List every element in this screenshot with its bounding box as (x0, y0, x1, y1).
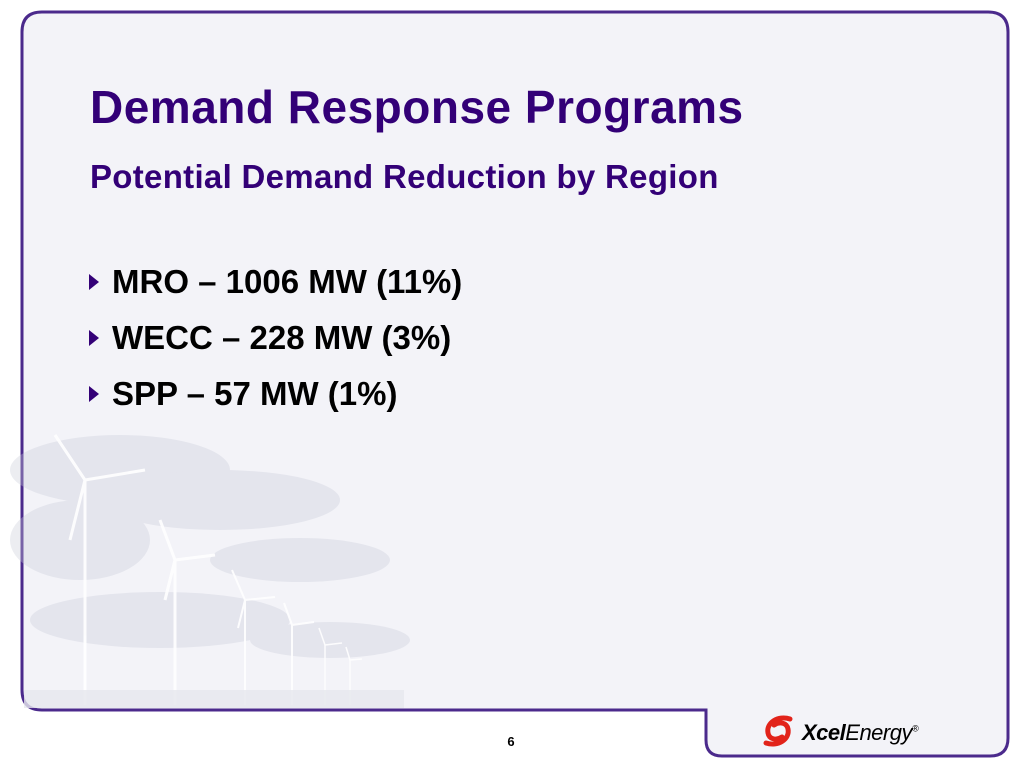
background-wind-turbines (53, 434, 363, 705)
logo-registered: ® (911, 723, 919, 734)
bullet-text: SPP – 57 MW (1%) (112, 375, 398, 412)
slide-title: Demand Response Programs (90, 81, 744, 133)
bullet-text: MRO – 1006 MW (11%) (112, 263, 463, 300)
frame-border (20, 10, 1010, 758)
xcel-energy-logo: XcelEnergy® (760, 713, 950, 753)
logo-text-regular: Energy (845, 720, 912, 745)
bullet-list: MRO – 1006 MW (11%) WECC – 228 MW (3%) S… (88, 254, 462, 422)
page-number: 6 (507, 734, 515, 749)
triangle-bullet-icon (88, 272, 112, 292)
bullet-item: SPP – 57 MW (1%) (88, 366, 462, 422)
triangle-bullet-icon (88, 384, 112, 404)
xcel-swirl-icon (760, 713, 796, 754)
logo-text: XcelEnergy® (802, 720, 919, 746)
background-ground (24, 690, 404, 708)
bullet-item: WECC – 228 MW (3%) (88, 310, 462, 366)
logo-text-bold: Xcel (802, 720, 846, 745)
bullet-item: MRO – 1006 MW (11%) (88, 254, 462, 310)
bullet-text: WECC – 228 MW (3%) (112, 319, 452, 356)
triangle-bullet-icon (88, 328, 112, 348)
slide-subtitle: Potential Demand Reduction by Region (90, 158, 719, 195)
